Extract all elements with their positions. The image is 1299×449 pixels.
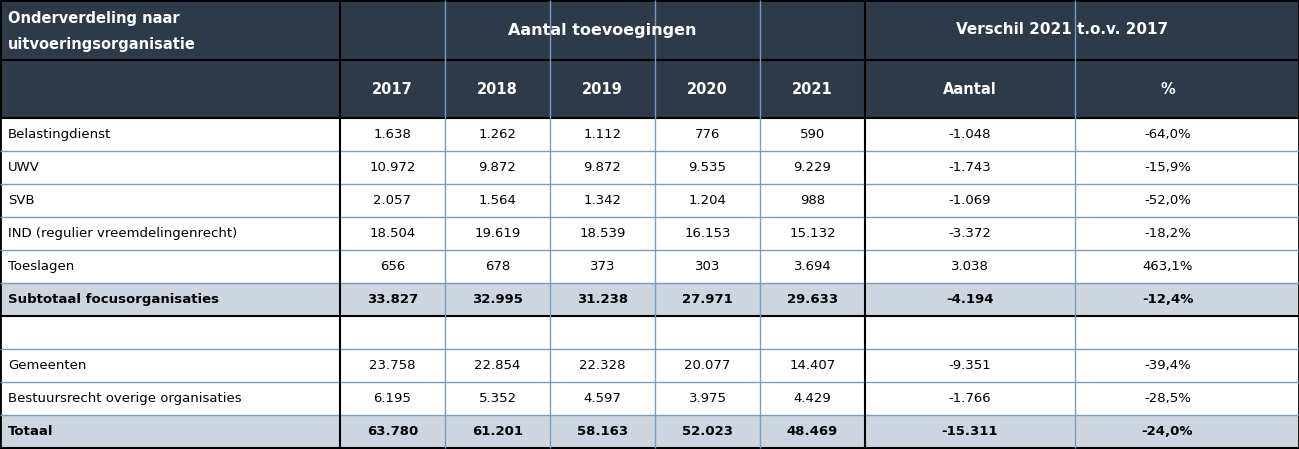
Text: Gemeenten: Gemeenten [8, 359, 86, 372]
Text: -3.372: -3.372 [948, 227, 991, 240]
Text: -1.069: -1.069 [948, 194, 991, 207]
Text: SVB: SVB [8, 194, 35, 207]
Text: 14.407: 14.407 [790, 359, 835, 372]
Text: -1.048: -1.048 [948, 128, 991, 141]
Bar [0, 382, 1299, 415]
Text: 29.633: 29.633 [787, 293, 838, 306]
Text: 33.827: 33.827 [366, 293, 418, 306]
Text: UWV: UWV [8, 161, 40, 174]
Text: 16.153: 16.153 [685, 227, 731, 240]
Text: 48.469: 48.469 [787, 425, 838, 438]
Text: -12,4%: -12,4% [1142, 293, 1194, 306]
Text: uitvoeringsorganisatie: uitvoeringsorganisatie [8, 36, 196, 52]
Bar [0, 217, 1299, 250]
Text: 63.780: 63.780 [366, 425, 418, 438]
Text: 9.872: 9.872 [478, 161, 517, 174]
Text: 2021: 2021 [792, 82, 833, 97]
Text: Verschil 2021 t.o.v. 2017: Verschil 2021 t.o.v. 2017 [956, 22, 1169, 38]
Text: 18.539: 18.539 [579, 227, 626, 240]
Text: 9.535: 9.535 [688, 161, 726, 174]
Text: -39,4%: -39,4% [1144, 359, 1191, 372]
Text: Totaal: Totaal [8, 425, 53, 438]
Text: 2017: 2017 [372, 82, 413, 97]
Text: Toeslagen: Toeslagen [8, 260, 74, 273]
Text: 18.504: 18.504 [369, 227, 416, 240]
Text: 1.564: 1.564 [478, 194, 517, 207]
Text: -1.766: -1.766 [948, 392, 991, 405]
Text: 3.038: 3.038 [951, 260, 989, 273]
Text: 6.195: 6.195 [374, 392, 412, 405]
Text: 19.619: 19.619 [474, 227, 521, 240]
Text: Onderverdeling naar: Onderverdeling naar [8, 10, 179, 26]
Text: Subtotaal focusorganisaties: Subtotaal focusorganisaties [8, 293, 220, 306]
Text: 776: 776 [695, 128, 720, 141]
Bar [0, 415, 1299, 448]
Text: %: % [1160, 82, 1174, 97]
Text: 678: 678 [485, 260, 511, 273]
Text: 303: 303 [695, 260, 720, 273]
Text: 656: 656 [379, 260, 405, 273]
Text: -18,2%: -18,2% [1144, 227, 1191, 240]
Text: Aantal toevoegingen: Aantal toevoegingen [508, 22, 696, 38]
Text: 52.023: 52.023 [682, 425, 733, 438]
Text: 23.758: 23.758 [369, 359, 416, 372]
Text: Aantal: Aantal [943, 82, 996, 97]
Text: -52,0%: -52,0% [1144, 194, 1191, 207]
Text: 1.112: 1.112 [583, 128, 621, 141]
Text: 5.352: 5.352 [478, 392, 517, 405]
Text: Bestuursrecht overige organisaties: Bestuursrecht overige organisaties [8, 392, 242, 405]
Bar [0, 250, 1299, 283]
Text: -9.351: -9.351 [948, 359, 991, 372]
Text: 20.077: 20.077 [685, 359, 730, 372]
Text: 590: 590 [800, 128, 825, 141]
Text: 10.972: 10.972 [369, 161, 416, 174]
Text: 3.975: 3.975 [688, 392, 726, 405]
Text: 1.638: 1.638 [374, 128, 412, 141]
Text: 4.429: 4.429 [794, 392, 831, 405]
Bar [0, 184, 1299, 217]
Text: 2019: 2019 [582, 82, 624, 97]
Text: 15.132: 15.132 [790, 227, 835, 240]
Text: 1.262: 1.262 [478, 128, 517, 141]
Text: -4.194: -4.194 [946, 293, 994, 306]
Bar [0, 283, 1299, 316]
Text: 31.238: 31.238 [577, 293, 627, 306]
Text: 1.342: 1.342 [583, 194, 621, 207]
Text: 32.995: 32.995 [472, 293, 523, 306]
Text: 1.204: 1.204 [688, 194, 726, 207]
Bar [0, 60, 1299, 118]
Bar [0, 151, 1299, 184]
Text: 4.597: 4.597 [583, 392, 621, 405]
Text: Belastingdienst: Belastingdienst [8, 128, 112, 141]
Text: -28,5%: -28,5% [1144, 392, 1191, 405]
Text: 2018: 2018 [477, 82, 518, 97]
Text: -1.743: -1.743 [948, 161, 991, 174]
Text: IND (regulier vreemdelingenrecht): IND (regulier vreemdelingenrecht) [8, 227, 238, 240]
Text: 2020: 2020 [687, 82, 727, 97]
Text: 3.694: 3.694 [794, 260, 831, 273]
Text: -64,0%: -64,0% [1144, 128, 1191, 141]
Text: 373: 373 [590, 260, 616, 273]
Text: -15,9%: -15,9% [1144, 161, 1191, 174]
Text: 9.872: 9.872 [583, 161, 621, 174]
Text: 2.057: 2.057 [374, 194, 412, 207]
Text: 58.163: 58.163 [577, 425, 627, 438]
Text: -24,0%: -24,0% [1142, 425, 1194, 438]
Bar [0, 0, 1299, 60]
Bar [0, 316, 1299, 349]
Text: 61.201: 61.201 [472, 425, 523, 438]
Text: 9.229: 9.229 [794, 161, 831, 174]
Text: 27.971: 27.971 [682, 293, 733, 306]
Bar [0, 349, 1299, 382]
Text: 22.328: 22.328 [579, 359, 626, 372]
Text: -15.311: -15.311 [942, 425, 998, 438]
Text: 463,1%: 463,1% [1142, 260, 1192, 273]
Text: 22.854: 22.854 [474, 359, 521, 372]
Text: 988: 988 [800, 194, 825, 207]
Bar [0, 118, 1299, 151]
